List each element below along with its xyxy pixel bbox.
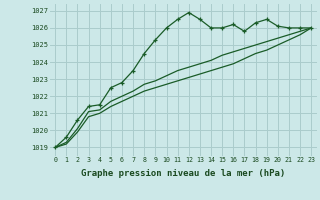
- X-axis label: Graphe pression niveau de la mer (hPa): Graphe pression niveau de la mer (hPa): [81, 169, 285, 178]
